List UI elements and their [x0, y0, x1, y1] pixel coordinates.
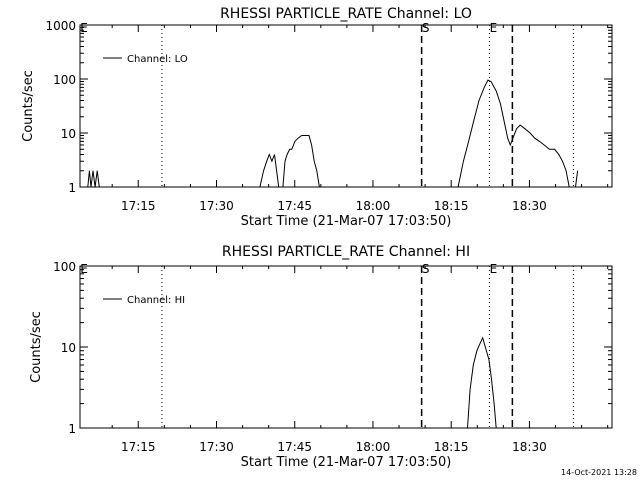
- series-line-segment: [282, 135, 320, 188]
- y-tick-label: 10: [61, 127, 76, 141]
- x-axis-label: Start Time (21-Mar-07 17:03:50): [241, 214, 452, 229]
- series-line-segment: [259, 153, 280, 188]
- x-tick-label: 17:45: [277, 440, 312, 454]
- x-tick-label: 18:00: [356, 440, 391, 454]
- y-axis-label: Counts/sec: [29, 311, 44, 383]
- chart-title: RHESSI PARTICLE_RATE Channel: HI: [222, 244, 470, 260]
- x-tick-label: 17:30: [199, 199, 234, 213]
- marker-label: E: [80, 262, 88, 276]
- y-tick-label: 100: [53, 260, 76, 274]
- x-tick-label: 18:30: [512, 199, 547, 213]
- x-tick-label: 18:15: [434, 199, 469, 213]
- series-line-segment: [575, 170, 579, 188]
- lo-channel-panel: RHESSI PARTICLE_RATE Channel: LO 17:15 17:…: [21, 6, 613, 229]
- x-axis-label: Start Time (21-Mar-07 17:03:50): [241, 455, 452, 470]
- y-tick-label: 1000: [45, 19, 76, 33]
- legend-label: Channel: LO: [127, 54, 188, 65]
- marker-label: E: [490, 21, 498, 35]
- y-tick-label: 10: [61, 341, 76, 355]
- x-tick-label: 18:30: [512, 440, 547, 454]
- generated-timestamp: 14-Oct-2021 13:28: [561, 468, 637, 477]
- x-tick-label: 17:30: [199, 440, 234, 454]
- marker-label: E: [80, 21, 88, 35]
- y-axis-label: Counts/sec: [21, 70, 36, 142]
- chart-title: RHESSI PARTICLE_RATE Channel: LO: [220, 6, 472, 22]
- marker-label: E: [490, 262, 498, 276]
- x-tick-label: 17:15: [121, 440, 156, 454]
- series-line-segment: [87, 170, 100, 188]
- x-tick-label: 18:00: [356, 199, 391, 213]
- marker-label: S: [422, 262, 430, 276]
- y-tick-label: 1: [68, 181, 76, 195]
- marker-label: S: [422, 21, 430, 35]
- legend-label: Channel: HI: [127, 295, 185, 306]
- y-tick-label: 1: [68, 422, 76, 436]
- x-tick-label: 18:15: [434, 440, 469, 454]
- y-tick-label: 100: [53, 73, 76, 87]
- series-line-segment: [467, 336, 497, 429]
- series-line-segment: [457, 79, 570, 188]
- x-tick-label: 17:15: [121, 199, 156, 213]
- x-tick-label: 17:45: [277, 199, 312, 213]
- plot-frame: [79, 24, 613, 188]
- plot-frame: [79, 265, 613, 429]
- hi-channel-panel: RHESSI PARTICLE_RATE Channel: HI 17:15 17:…: [29, 244, 613, 470]
